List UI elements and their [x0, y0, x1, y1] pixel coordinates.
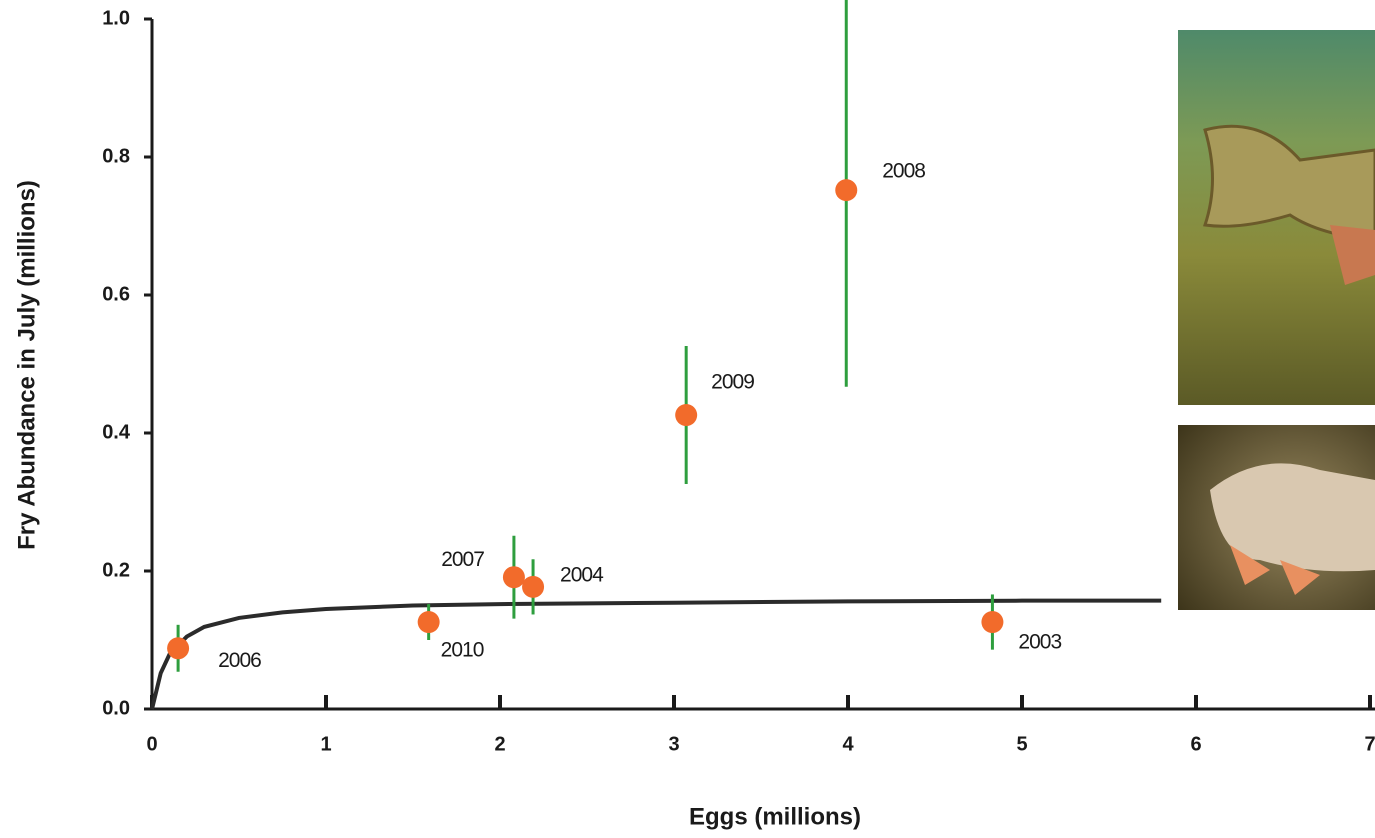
point-label: 2007: [441, 548, 484, 571]
fit-curve: [150, 598, 1162, 710]
point: [502, 566, 525, 589]
point-label: 2009: [711, 371, 754, 394]
point-label: 2010: [441, 639, 484, 662]
x-tick-label: 6: [1190, 733, 1201, 755]
x-tick-label: 5: [1016, 733, 1027, 755]
point: [675, 404, 698, 427]
x-tick-label: 4: [842, 733, 854, 755]
point-label: 2003: [1018, 631, 1061, 654]
point: [417, 611, 440, 634]
y-tick-label: 0.2: [102, 559, 130, 581]
x-tick-label: 3: [668, 733, 679, 755]
point: [522, 575, 545, 598]
x-tick-label: 0: [146, 733, 157, 755]
y-tick-label: 0.4: [102, 421, 131, 443]
y-tick-label: 0.6: [102, 283, 130, 305]
photo-top: [1178, 30, 1375, 405]
x-axis-title: Eggs (millions): [689, 803, 861, 830]
photo-bottom: [1178, 425, 1375, 610]
point: [167, 637, 190, 660]
point-label: 2008: [882, 160, 925, 183]
point-label: 2004: [560, 563, 604, 586]
y-tick-label: 0.8: [102, 145, 130, 167]
point: [835, 179, 858, 202]
y-axis-title: Fry Abundance in July (millions): [13, 180, 40, 550]
x-tick-label: 7: [1364, 733, 1375, 755]
x-tick-label: 2: [494, 733, 505, 755]
y-tick-label: 0.0: [102, 697, 130, 719]
point: [981, 611, 1004, 634]
y-tick-label: 1.0: [102, 7, 130, 29]
point-label: 2006: [218, 649, 261, 672]
x-tick-label: 1: [320, 733, 331, 755]
